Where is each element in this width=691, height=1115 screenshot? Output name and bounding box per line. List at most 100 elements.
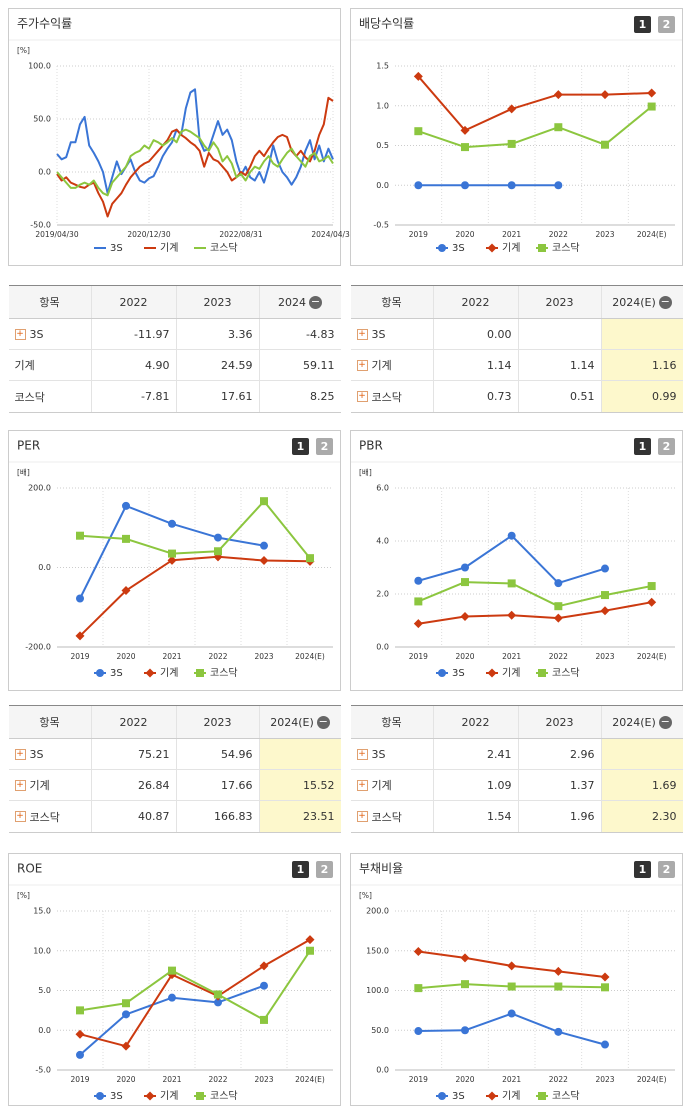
tab-button[interactable] — [292, 438, 309, 455]
marker — [168, 519, 176, 528]
unit-label: [%] — [17, 46, 30, 55]
tab-button[interactable] — [658, 438, 675, 455]
series-line — [56, 88, 334, 195]
tab-button[interactable] — [634, 861, 651, 878]
series-line — [79, 938, 311, 1048]
marker — [167, 555, 177, 565]
data-table: 항목 2022 2023 2024(E) − +3S 2.41 2.96 + 기계 1.09 1.37… — [350, 705, 683, 833]
panel-title: PER — [17, 439, 40, 453]
expand-button[interactable]: + — [14, 779, 26, 791]
collapse-button[interactable]: − — [309, 294, 322, 309]
panel-title: 부채비율 — [359, 862, 403, 876]
header-cell: 2024− — [258, 286, 341, 318]
y-tick-label: 0.0 — [38, 168, 51, 177]
x-tick-label: 2023 — [254, 652, 273, 661]
table-row: 코스닥 -7.81 17.61 8.25 — [9, 381, 341, 412]
marker — [461, 181, 469, 190]
legend-label: 3S — [110, 243, 123, 254]
marker — [553, 90, 563, 100]
header-cell: 항목 — [351, 706, 433, 738]
cell-value: 17.66 — [221, 778, 253, 792]
expand-button[interactable]: + — [356, 811, 368, 822]
row-label: 코스닥 — [371, 810, 402, 824]
expand-button[interactable]: + — [356, 748, 368, 760]
value-cell: 0.99 — [600, 381, 683, 412]
value-cell: 24.59 — [175, 350, 259, 380]
row-label: 3S — [371, 327, 386, 341]
expand-button[interactable]: + — [14, 811, 26, 822]
row-label: 코스닥 — [29, 810, 60, 824]
marker — [414, 181, 423, 190]
marker — [507, 104, 517, 114]
row-label: 기계 — [14, 359, 35, 372]
cell-value: 3.36 — [228, 327, 253, 341]
value-cell: 15.52 — [258, 770, 341, 800]
value-cell — [600, 319, 683, 349]
table-row: +3S 0.00 — [350, 319, 683, 350]
value-cell — [517, 319, 601, 349]
collapse-button[interactable]: − — [658, 714, 672, 729]
marker — [121, 586, 131, 596]
cell-value: 0.99 — [652, 390, 677, 403]
expand-button[interactable]: + — [14, 328, 26, 340]
marker — [554, 579, 563, 588]
marker — [507, 531, 516, 540]
value-cell: 1.37 — [517, 770, 601, 800]
collapse-button[interactable]: − — [658, 294, 672, 309]
marker — [460, 612, 470, 622]
y-tick-label: -5.0 — [35, 1066, 51, 1075]
x-tick-label: 2020 — [455, 1075, 474, 1084]
tab-button[interactable] — [658, 16, 675, 33]
legend-label: 기계 — [160, 1090, 178, 1102]
marker — [75, 1029, 85, 1039]
expand-button[interactable]: + — [356, 391, 368, 402]
row-label-cell: +3S — [9, 739, 91, 769]
header-text: 2024(E) — [612, 715, 656, 729]
tab-button[interactable] — [292, 861, 309, 878]
expand-button[interactable]: + — [14, 748, 26, 760]
expand-button[interactable]: + — [356, 328, 368, 340]
legend-swatch — [438, 1092, 446, 1100]
expand-button[interactable]: + — [356, 779, 368, 791]
marker — [122, 1010, 130, 1019]
series-line — [79, 555, 311, 637]
value-cell — [600, 739, 683, 769]
x-tick-label: 2020 — [116, 1075, 135, 1084]
y-tick-label: 2.0 — [376, 590, 389, 599]
tab-button[interactable] — [316, 861, 333, 878]
tab-button[interactable] — [658, 861, 675, 878]
tab-label: 2 — [663, 440, 671, 453]
header-text: 2022 — [461, 715, 490, 729]
data-table: 항목 2022 2023 2024(E) − +3S 0.00 + 기계 1.14 1.14 1.16… — [350, 285, 683, 413]
marker — [260, 981, 268, 990]
row-label-cell: +3S — [351, 319, 433, 349]
value-cell: 54.96 — [175, 739, 259, 769]
row-label: 코스닥 — [371, 390, 402, 404]
marker — [647, 88, 657, 98]
x-tick-label: 2019 — [70, 652, 89, 661]
tab-button[interactable] — [316, 438, 333, 455]
cell-value: 26.84 — [138, 778, 170, 792]
cell-value: 1.14 — [487, 358, 512, 372]
value-cell: 1.54 — [432, 801, 518, 832]
value-cell: 2.30 — [600, 801, 683, 832]
header-cell: 2023 — [175, 286, 259, 318]
cell-value: 1.09 — [487, 778, 512, 792]
tab-button[interactable] — [634, 438, 651, 455]
row-label-cell: + 기계 — [351, 770, 433, 800]
x-tick-label: 2024(E) — [295, 1075, 325, 1084]
row-label: 코스닥 — [14, 390, 45, 404]
x-tick-label: 2023 — [595, 652, 614, 661]
header-text: 2022 — [461, 295, 490, 309]
marker — [600, 90, 610, 100]
value-cell: -4.83 — [258, 319, 341, 349]
tab-button[interactable] — [634, 16, 651, 33]
marker — [306, 554, 314, 563]
row-label-cell: + 코스닥 — [351, 801, 433, 832]
header-cell: 2023 — [517, 286, 601, 318]
expand-button[interactable]: + — [356, 359, 368, 371]
collapse-button[interactable]: − — [316, 714, 330, 729]
header-text: 2022 — [119, 295, 148, 309]
